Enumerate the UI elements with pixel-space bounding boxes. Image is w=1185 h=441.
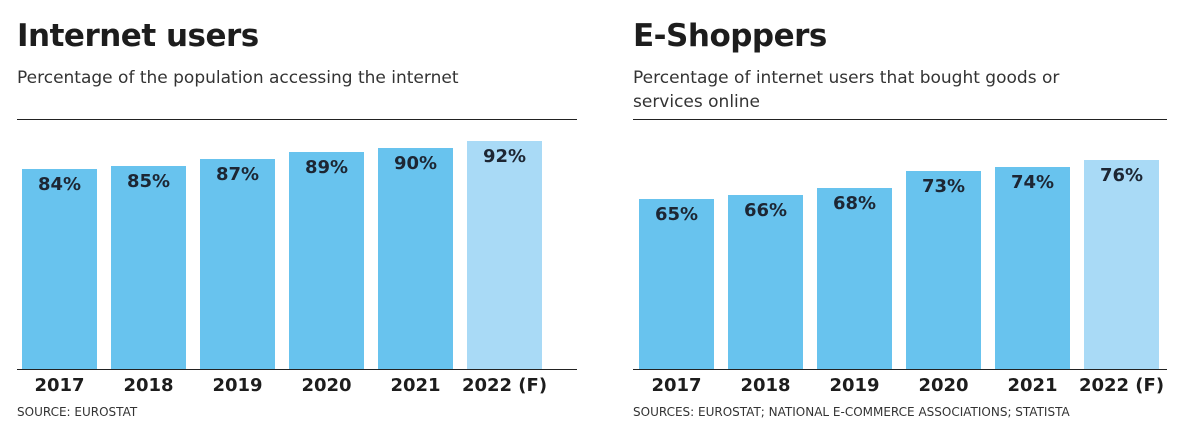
category-label: 2021: [1007, 375, 1058, 396]
bar-2021: [378, 148, 453, 369]
category-label: 2020: [301, 375, 352, 396]
chart-title: Internet users: [17, 18, 259, 54]
baseline: [17, 369, 577, 370]
value-label: 89%: [304, 156, 349, 178]
category-label: 2022 (F): [1078, 375, 1165, 396]
source-note: SOURCES: EUROSTAT; NATIONAL E-COMMERCE A…: [633, 405, 1070, 419]
category-label: 2021: [390, 375, 441, 396]
bar-2017: [22, 169, 97, 369]
value-label: 92%: [482, 146, 527, 168]
bar-2022 (F): [1084, 159, 1159, 369]
bar-2018: [728, 195, 803, 369]
chart-subtitle: Percentage of the population accessing t…: [17, 68, 459, 88]
bar-2020: [289, 151, 364, 369]
value-label: 68%: [832, 193, 877, 215]
bar-2019: [200, 158, 275, 369]
value-label: 87%: [215, 163, 260, 185]
bar-2018: [111, 165, 186, 369]
bar-2021: [995, 167, 1070, 369]
category-label: 2017: [651, 375, 702, 396]
value-label: 90%: [393, 153, 438, 175]
bar-2017: [639, 198, 714, 369]
category-label: 2017: [34, 375, 85, 396]
bar-2019: [817, 188, 892, 369]
value-label: 74%: [1010, 172, 1055, 193]
value-label: 65%: [654, 203, 699, 225]
value-label: 66%: [743, 200, 788, 222]
value-label: 84%: [37, 174, 82, 196]
value-label: 73%: [921, 175, 966, 197]
chart-title: E-Shoppers: [633, 18, 827, 54]
value-label: 85%: [126, 170, 171, 192]
category-label: 2020: [918, 375, 969, 396]
category-label: 2019: [829, 375, 880, 396]
category-label: 2018: [123, 375, 174, 396]
bar-2020: [906, 170, 981, 369]
category-label: 2018: [740, 375, 791, 396]
source-note: SOURCE: EUROSTAT: [17, 405, 138, 419]
chart-subtitle: Percentage of internet users that bought…: [633, 68, 1060, 112]
category-label: 2022 (F): [461, 375, 548, 396]
value-label: 76%: [1099, 164, 1144, 186]
category-label: 2019: [212, 375, 263, 396]
top-rule: [17, 119, 577, 120]
baseline: [633, 369, 1167, 370]
bar-2022 (F): [467, 141, 542, 369]
top-rule: [633, 119, 1167, 120]
